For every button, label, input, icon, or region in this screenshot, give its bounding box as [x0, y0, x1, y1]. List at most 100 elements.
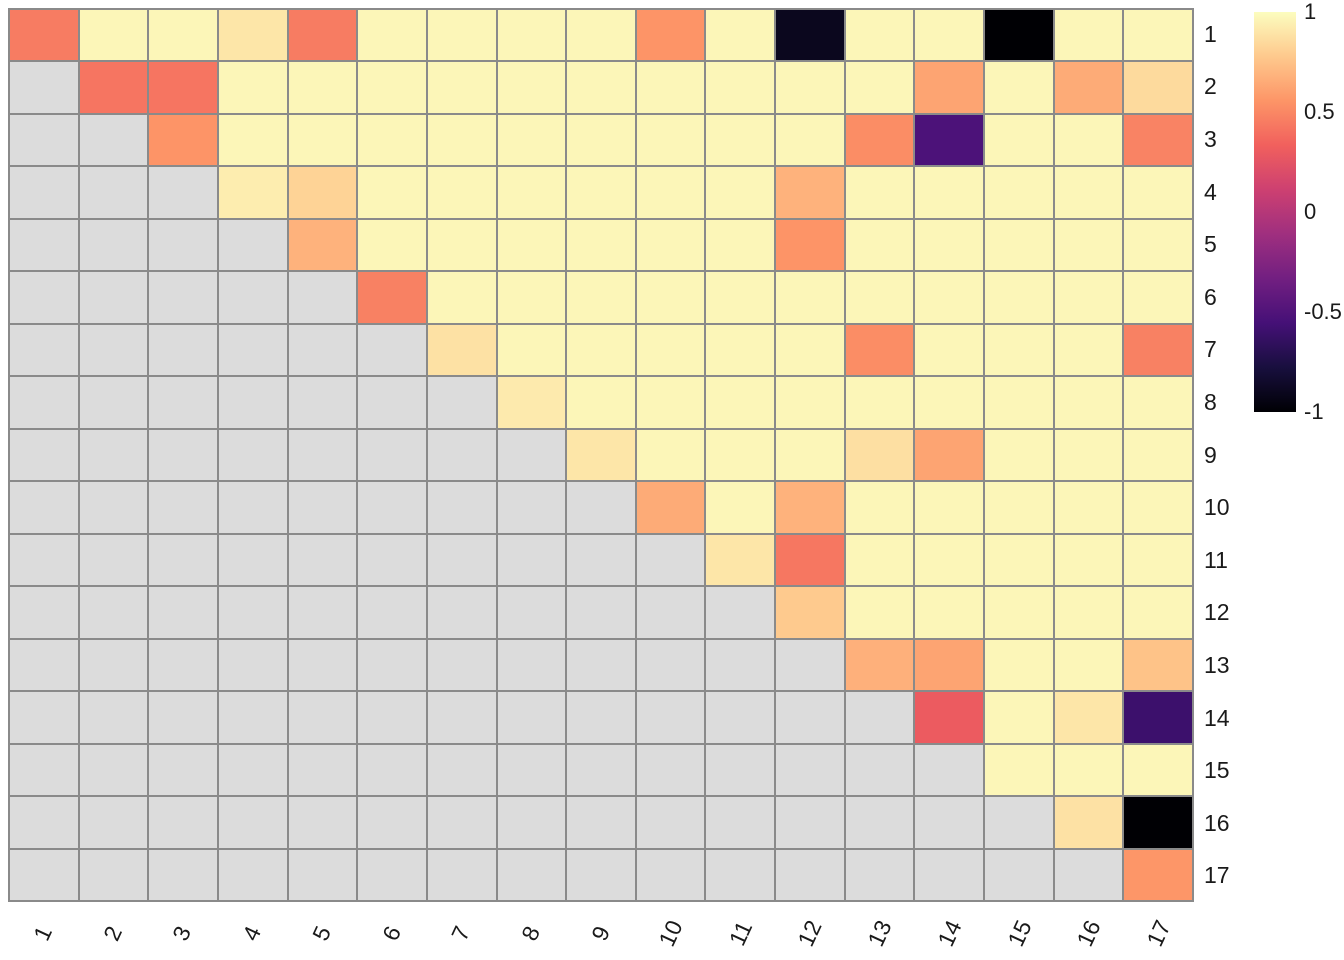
heatmap-cell	[288, 62, 357, 113]
heatmap-cell	[218, 167, 287, 218]
heatmap-cell-na	[497, 639, 566, 691]
heatmap-cell-na	[10, 324, 78, 376]
heatmap-cell-na	[218, 744, 287, 796]
heatmap-cell	[79, 10, 148, 61]
heatmap-cell-na	[10, 429, 78, 481]
heatmap-cell	[636, 482, 705, 533]
heatmap-cell-na	[567, 587, 635, 638]
heatmap-cell	[915, 377, 984, 428]
heatmap-cell-na	[427, 429, 496, 481]
heatmap-cell	[1054, 10, 1123, 61]
heatmap-cell	[776, 272, 844, 323]
x-axis-tick-label: 5	[306, 921, 336, 945]
x-axis-tick-label: 15	[1001, 916, 1037, 951]
heatmap-cell	[985, 639, 1053, 691]
heatmap-cell-na	[497, 797, 566, 848]
heatmap-cell-na	[288, 482, 357, 533]
heatmap-cell	[985, 114, 1053, 166]
heatmap-cell-na	[149, 797, 217, 848]
heatmap-cell	[1124, 377, 1192, 428]
heatmap-cell-na	[427, 692, 496, 743]
y-axis-tick-label: 11	[1204, 546, 1228, 573]
x-axis-tick-label: 9	[586, 921, 616, 945]
heatmap-cell	[497, 219, 566, 271]
y-axis-tick-label: 4	[1204, 178, 1217, 205]
heatmap-cell	[915, 10, 984, 61]
y-axis-tick-label: 10	[1204, 494, 1230, 521]
heatmap-cell-na	[567, 482, 635, 533]
heatmap-cell-na	[288, 587, 357, 638]
heatmap-cell	[288, 10, 357, 61]
heatmap-cell	[845, 534, 914, 586]
heatmap-cell-na	[636, 744, 705, 796]
heatmap-cell	[845, 429, 914, 481]
heatmap-cell	[706, 377, 775, 428]
heatmap-cell-na	[427, 377, 496, 428]
heatmap-cell-na	[706, 849, 775, 900]
heatmap-cell	[985, 324, 1053, 376]
heatmap-cell-na	[427, 744, 496, 796]
heatmap-cell-na	[845, 849, 914, 900]
heatmap-cell	[1124, 797, 1192, 848]
heatmap-cell-na	[567, 849, 635, 900]
heatmap-cell	[1124, 219, 1192, 271]
heatmap-cell-na	[10, 167, 78, 218]
heatmap-cell	[915, 324, 984, 376]
heatmap-cell-na	[427, 849, 496, 900]
heatmap-cell	[358, 10, 426, 61]
heatmap-cell-na	[149, 219, 217, 271]
heatmap-cell-na	[636, 587, 705, 638]
heatmap-cell	[985, 429, 1053, 481]
heatmap-cell	[915, 219, 984, 271]
heatmap-cell-na	[79, 482, 148, 533]
x-axis-tick-label: 16	[1071, 916, 1107, 951]
heatmap-cell	[915, 587, 984, 638]
heatmap-cell-na	[985, 849, 1053, 900]
heatmap-cell	[636, 429, 705, 481]
heatmap-cell	[985, 167, 1053, 218]
heatmap-cell-na	[845, 797, 914, 848]
heatmap-cell	[845, 639, 914, 691]
heatmap-cell	[985, 482, 1053, 533]
heatmap-cell-na	[218, 849, 287, 900]
heatmap-cell	[915, 482, 984, 533]
y-axis-tick-label: 7	[1204, 336, 1217, 363]
heatmap-cell	[985, 534, 1053, 586]
heatmap-cell-na	[427, 534, 496, 586]
heatmap-cell	[1124, 62, 1192, 113]
heatmap-cell-na	[10, 114, 78, 166]
heatmap-cell	[915, 62, 984, 113]
heatmap-cell	[288, 167, 357, 218]
x-axis-tick-label: 14	[932, 916, 967, 951]
heatmap-cell	[497, 114, 566, 166]
heatmap-cell-na	[1054, 849, 1123, 900]
heatmap-cell-na	[10, 797, 78, 848]
heatmap-cell-na	[358, 587, 426, 638]
heatmap-cell-na	[10, 534, 78, 586]
heatmap-cell-na	[497, 429, 566, 481]
heatmap-cell-na	[10, 377, 78, 428]
heatmap-cell-na	[10, 692, 78, 743]
heatmap-cell-na	[79, 587, 148, 638]
heatmap-cell	[358, 219, 426, 271]
heatmap-cell	[776, 377, 844, 428]
y-axis-tick-label: 2	[1204, 73, 1217, 100]
heatmap-cell-na	[497, 744, 566, 796]
heatmap-cell-na	[358, 324, 426, 376]
heatmap-cell	[567, 377, 635, 428]
heatmap-cell-na	[149, 534, 217, 586]
heatmap-cell	[427, 272, 496, 323]
heatmap-cell	[845, 377, 914, 428]
heatmap-cell-na	[218, 534, 287, 586]
heatmap-cell	[1054, 639, 1123, 691]
heatmap-cell-na	[288, 849, 357, 900]
heatmap-cell-na	[915, 849, 984, 900]
heatmap-cell	[845, 62, 914, 113]
heatmap-cell	[845, 114, 914, 166]
heatmap-cell-na	[915, 797, 984, 848]
heatmap-cell	[1054, 587, 1123, 638]
heatmap-cell	[985, 62, 1053, 113]
heatmap-cell	[915, 429, 984, 481]
heatmap-cell-na	[497, 587, 566, 638]
heatmap-cell	[636, 377, 705, 428]
